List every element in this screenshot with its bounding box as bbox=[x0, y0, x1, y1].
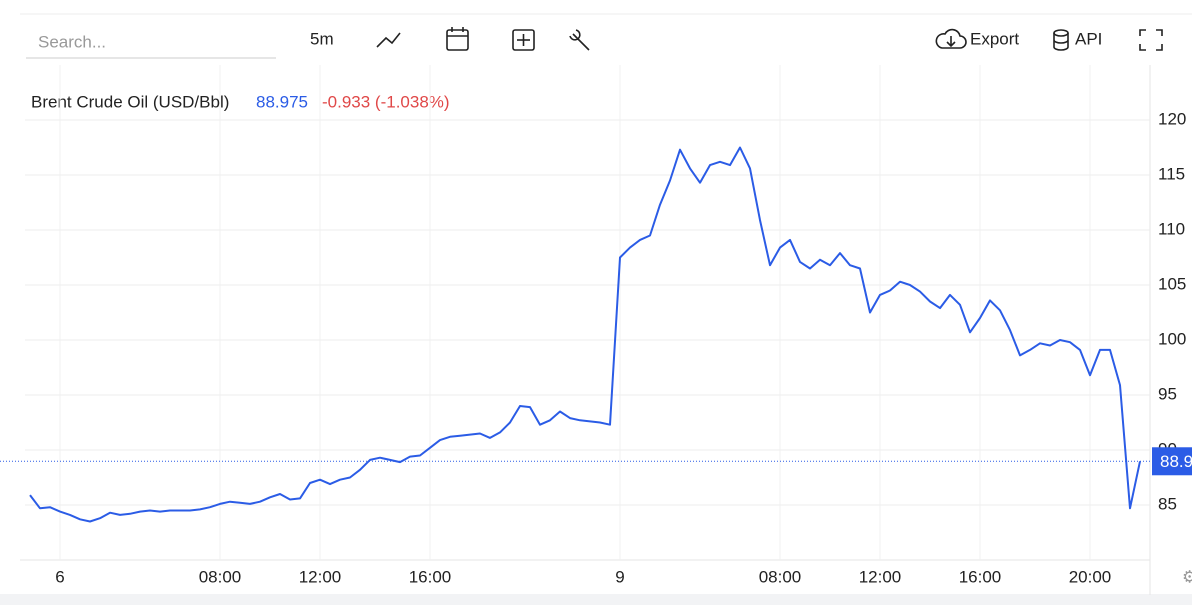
x-tick-label: 6 bbox=[55, 567, 64, 586]
api-icon[interactable] bbox=[1053, 29, 1069, 51]
y-tick-label: 105 bbox=[1158, 274, 1186, 293]
x-tick-label: 12:00 bbox=[859, 567, 902, 586]
last-price-tag bbox=[1152, 447, 1192, 476]
x-tick-label: 12:00 bbox=[299, 567, 342, 586]
y-tick-label: 95 bbox=[1158, 384, 1177, 403]
chart-title: Brent Crude Oil (USD/Bbl) bbox=[31, 92, 229, 111]
x-tick-label: 9 bbox=[615, 567, 624, 586]
x-tick-label: 08:00 bbox=[199, 567, 242, 586]
x-tick-label: 16:00 bbox=[409, 567, 452, 586]
last-price-label: 88.975 bbox=[1160, 452, 1192, 471]
api-button[interactable]: API bbox=[1075, 29, 1102, 48]
chart-type-icon[interactable] bbox=[376, 32, 401, 48]
settings-wrench-icon[interactable] bbox=[569, 29, 590, 51]
plot-area: 859095100105110115120608:0012:0016:00908… bbox=[0, 65, 1186, 586]
search-input[interactable]: Search... bbox=[38, 32, 106, 51]
calendar-icon[interactable] bbox=[446, 27, 469, 51]
x-tick-label: 08:00 bbox=[759, 567, 802, 586]
y-tick-label: 85 bbox=[1158, 494, 1177, 513]
header-change: -0.933 (-1.038%) bbox=[322, 92, 450, 111]
y-tick-label: 115 bbox=[1158, 164, 1185, 183]
add-indicator-icon[interactable] bbox=[512, 29, 535, 51]
x-tick-label: 16:00 bbox=[959, 567, 1002, 586]
price-line bbox=[29, 146, 1141, 523]
y-tick-label: 120 bbox=[1158, 109, 1186, 128]
export-icon[interactable] bbox=[935, 28, 967, 49]
x-tick-label: 20:00 bbox=[1069, 567, 1112, 586]
fullscreen-icon[interactable] bbox=[1139, 29, 1163, 51]
interval-button[interactable]: 5m bbox=[310, 29, 334, 48]
export-button[interactable]: Export bbox=[970, 29, 1019, 48]
footer-bar bbox=[0, 594, 1192, 605]
settings-gear[interactable]: ⚙ bbox=[1182, 567, 1192, 586]
header-price: 88.975 bbox=[256, 92, 308, 111]
y-tick-label: 110 bbox=[1158, 219, 1185, 238]
y-tick-label: 100 bbox=[1158, 329, 1186, 348]
